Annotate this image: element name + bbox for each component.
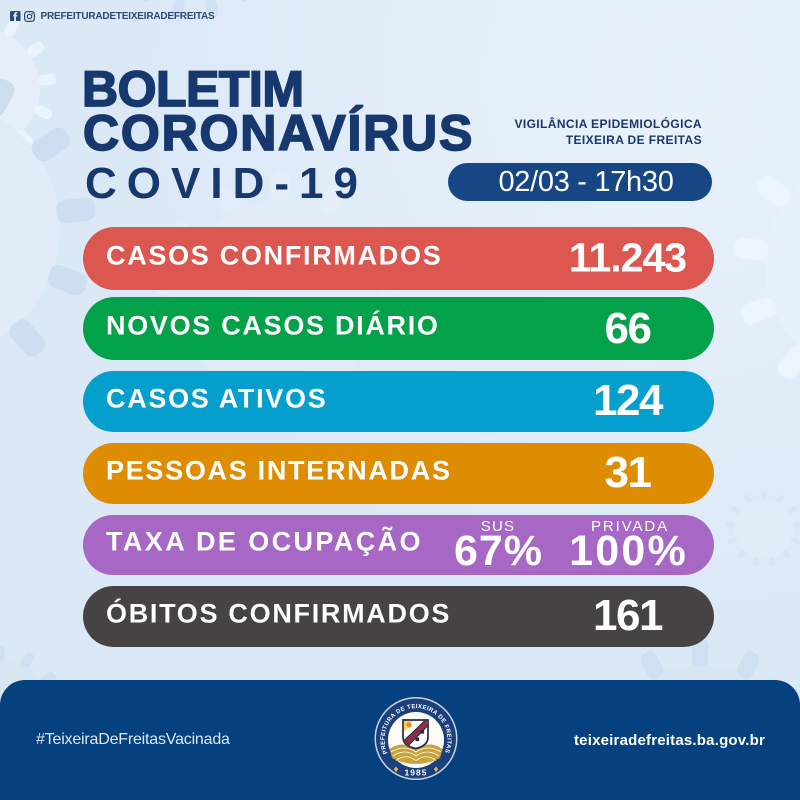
svg-text:1985: 1985 — [405, 768, 428, 778]
